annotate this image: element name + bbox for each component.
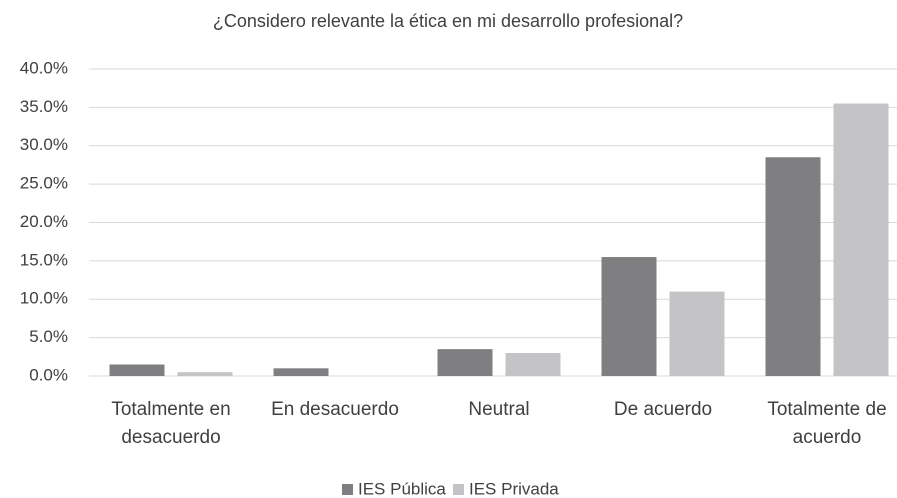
x-tick-label: Totalmente de acuerdo [767, 399, 887, 448]
bar [177, 372, 233, 376]
y-tick-label: 20.0% [20, 212, 68, 231]
x-tick-label: De acuerdo [613, 399, 713, 420]
legend-swatch [342, 484, 353, 495]
bar [833, 103, 889, 376]
bar [273, 368, 329, 376]
chart-title: ¿Considero relevante la ética en mi desa… [213, 11, 683, 31]
x-tick-label: En desacuerdo [271, 399, 399, 420]
y-tick-label: 5.0% [29, 327, 68, 346]
y-tick-label: 25.0% [20, 174, 68, 193]
bar [765, 157, 821, 376]
y-tick-label: 10.0% [20, 289, 68, 308]
bar [437, 349, 493, 376]
y-tick-label: 35.0% [20, 97, 68, 116]
y-tick-label: 40.0% [20, 58, 68, 77]
y-tick-label: 30.0% [20, 135, 68, 154]
legend-label: IES Pública [358, 479, 446, 498]
y-tick-label: 0.0% [29, 365, 68, 384]
bar [601, 257, 657, 376]
bar [669, 291, 725, 376]
legend-label: IES Privada [469, 479, 559, 498]
y-tick-label: 15.0% [20, 250, 68, 269]
x-tick-label: Totalmente en desacuerdo [111, 399, 231, 448]
bar [505, 352, 561, 376]
bar [109, 364, 165, 376]
x-tick-label: Neutral [468, 399, 530, 420]
legend-swatch [453, 484, 464, 495]
